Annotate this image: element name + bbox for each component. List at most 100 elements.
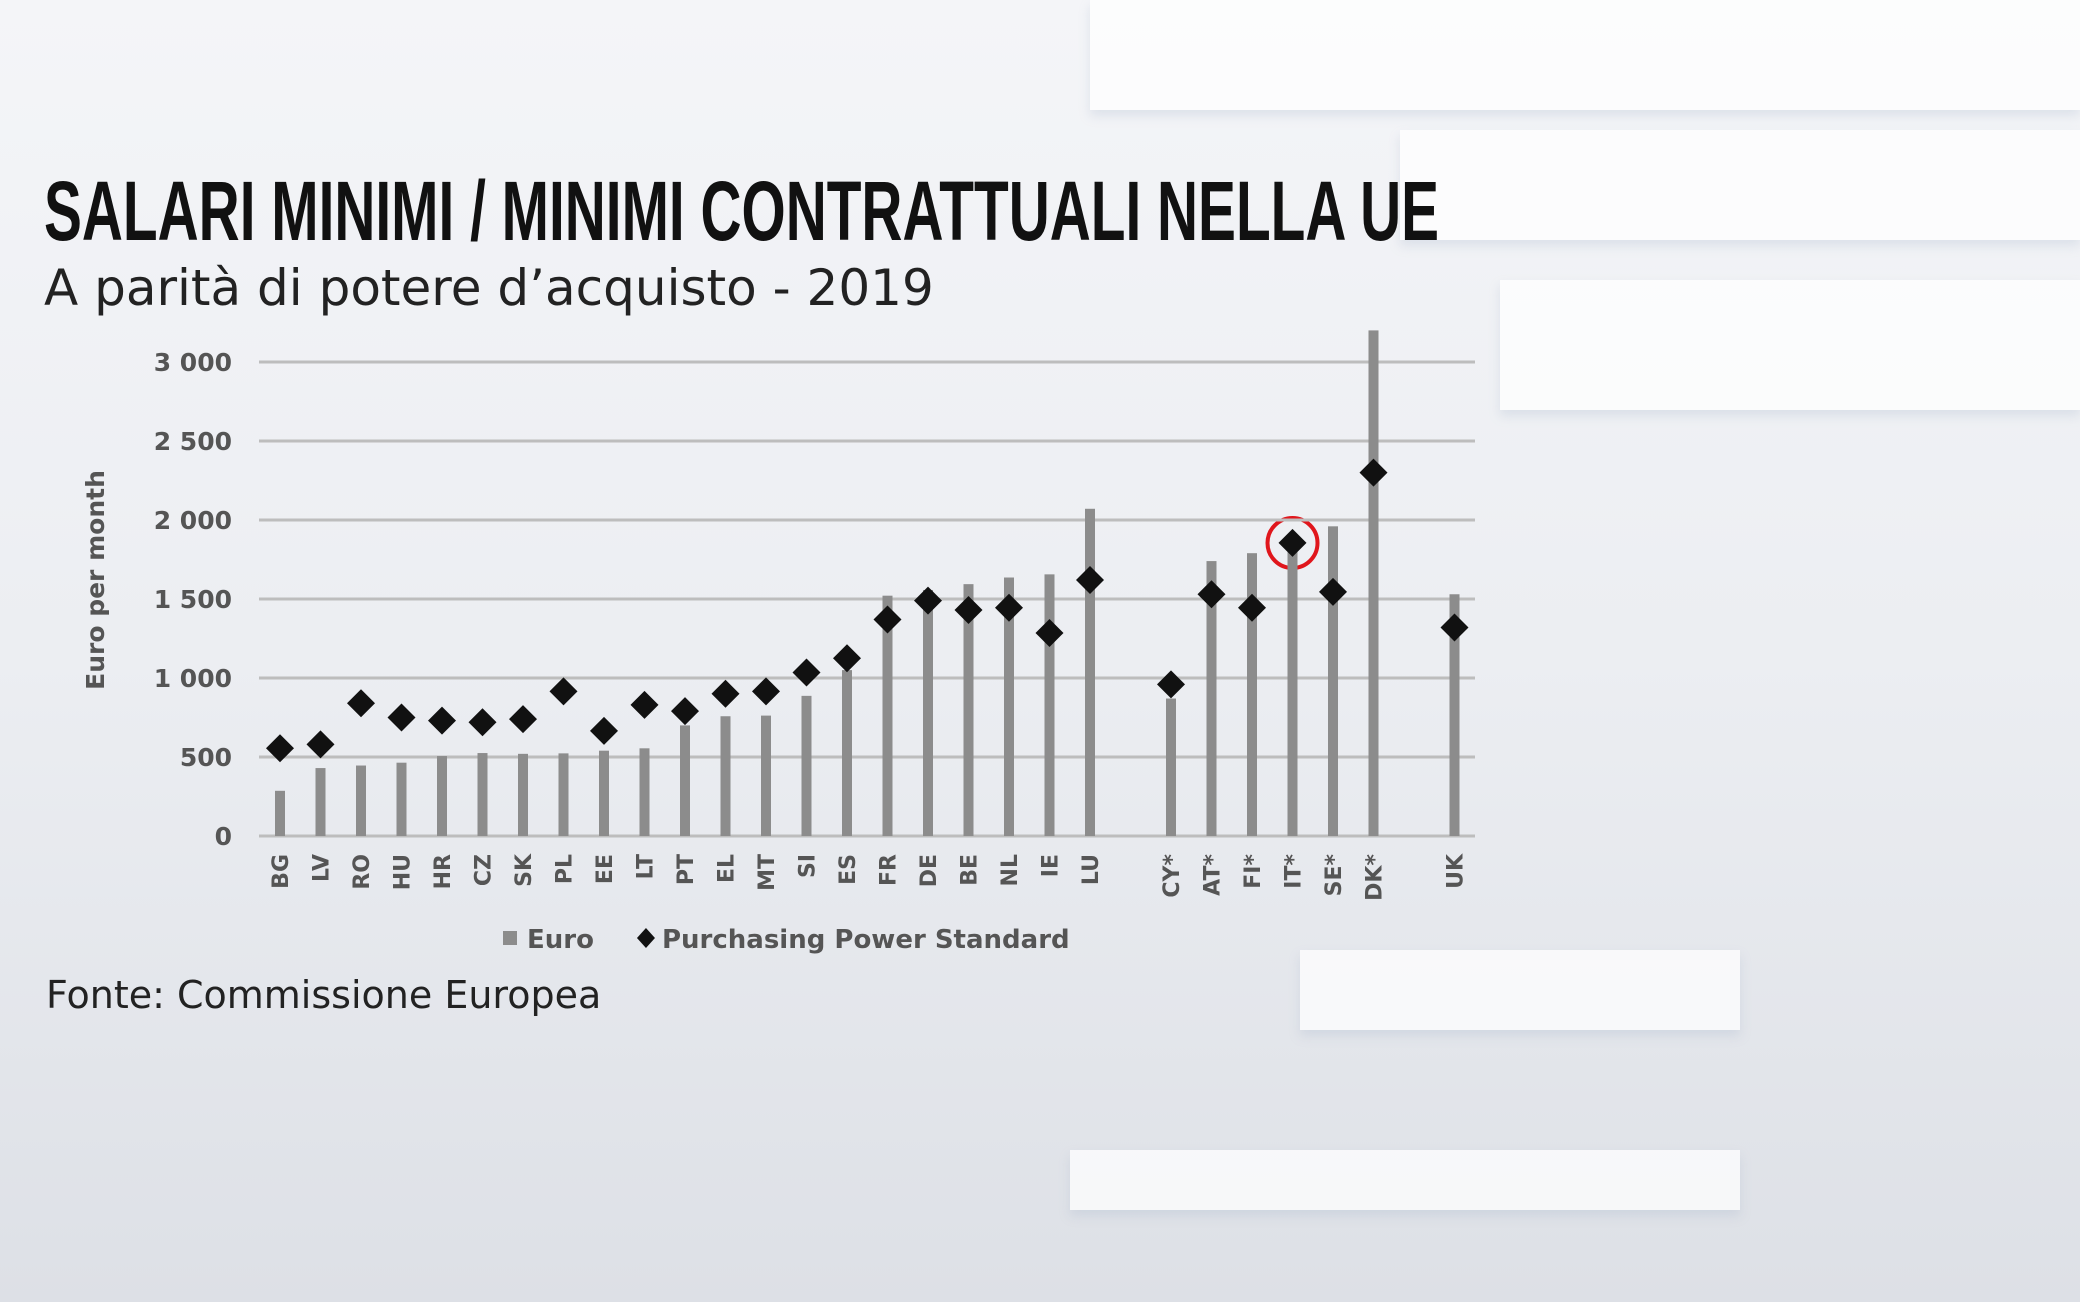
- y-tick-label: 2 000: [154, 506, 232, 535]
- diamond-marker: [590, 716, 618, 745]
- y-tick-label: 1 500: [154, 585, 232, 614]
- bar: [1368, 330, 1379, 836]
- bar: [1044, 574, 1055, 836]
- bar: [1166, 698, 1176, 836]
- x-tick-label: SK: [512, 853, 537, 887]
- x-tick-label: FI*: [1241, 854, 1266, 889]
- diamond-marker: [1076, 566, 1104, 595]
- x-tick-label: HU: [391, 854, 416, 890]
- bg-stripe: [1090, 0, 2080, 110]
- bar: [437, 756, 447, 836]
- bar: [599, 750, 609, 836]
- y-tick-label: 2 500: [154, 427, 232, 456]
- bar: [801, 695, 812, 836]
- bar: [1328, 526, 1338, 836]
- legend-label: Purchasing Power Standard: [662, 925, 1070, 955]
- x-tick-label: LV: [310, 854, 335, 882]
- bar: [477, 753, 488, 836]
- x-tick-label: EL: [715, 854, 740, 883]
- diamond-marker: [549, 677, 578, 706]
- bar: [356, 765, 366, 836]
- legend-swatch: [636, 928, 655, 948]
- diamond-marker: [1238, 593, 1266, 622]
- x-tick-label: RO: [350, 854, 375, 890]
- x-tick-label: BG: [269, 854, 294, 889]
- bar: [396, 762, 407, 836]
- x-tick-label: BE: [958, 854, 983, 886]
- diamond-marker: [306, 730, 335, 759]
- diamond-marker: [1157, 670, 1185, 699]
- diamond-marker: [630, 690, 659, 719]
- x-tick-label: IE: [1039, 854, 1064, 877]
- diamond-marker: [1319, 577, 1347, 606]
- diamond-marker: [1359, 458, 1388, 487]
- diamond-marker: [873, 605, 902, 634]
- bar: [761, 715, 771, 836]
- bar: [680, 725, 690, 836]
- bar: [315, 768, 326, 836]
- title: SALARI MINIMI / MINIMI CONTRATTUALI NELL…: [44, 164, 1439, 258]
- x-tick-label: PL: [553, 854, 578, 884]
- bar: [518, 753, 528, 836]
- bar: [720, 716, 731, 836]
- y-tick-label: 1 000: [154, 664, 232, 693]
- diamond-marker: [833, 644, 861, 673]
- bar: [1206, 561, 1217, 836]
- x-tick-label: EE: [593, 854, 618, 884]
- bar: [842, 670, 852, 836]
- diamond-marker: [1197, 580, 1226, 609]
- x-tick-label: SE*: [1322, 854, 1347, 897]
- bar: [558, 753, 569, 836]
- bar: [1449, 594, 1460, 836]
- x-tick-label: NL: [998, 854, 1023, 886]
- diamond-marker: [428, 706, 456, 735]
- legend-label: Euro: [527, 925, 594, 955]
- x-tick-label: CZ: [472, 854, 497, 886]
- bar: [1004, 577, 1014, 836]
- bg-stripe: [1070, 1150, 1740, 1210]
- x-tick-label: MT: [755, 854, 780, 891]
- bar: [963, 584, 974, 836]
- bar: [275, 790, 285, 836]
- x-tick-label: IT*: [1282, 854, 1307, 889]
- subtitle: A parità di potere d’acquisto - 2019: [44, 259, 934, 317]
- x-tick-label: DE: [917, 854, 942, 887]
- diamond-marker: [266, 734, 294, 763]
- bg-stripe: [1500, 280, 2080, 410]
- x-tick-label: ES: [836, 854, 861, 885]
- x-tick-label: CY*: [1160, 854, 1185, 898]
- bar: [882, 595, 893, 836]
- bar: [923, 589, 933, 836]
- x-tick-label: UK: [1444, 853, 1469, 889]
- diamond-marker: [792, 658, 821, 687]
- x-tick-label: SI: [796, 854, 821, 878]
- diamond-marker: [954, 596, 983, 625]
- diamond-marker: [347, 689, 375, 718]
- diamond-marker: [914, 586, 942, 615]
- x-tick-label: AT*: [1201, 854, 1226, 896]
- diamond-marker: [1035, 618, 1064, 647]
- bg-stripe: [1400, 130, 2080, 240]
- diamond-marker: [509, 705, 537, 734]
- x-tick-label: LT: [634, 854, 659, 879]
- bar: [639, 748, 650, 836]
- x-tick-label: FR: [877, 854, 902, 886]
- legend-swatch: [503, 931, 517, 945]
- bar: [1287, 551, 1298, 836]
- y-tick-label: 3 000: [154, 348, 232, 377]
- diamond-marker: [1440, 613, 1469, 642]
- diamond-marker: [468, 708, 497, 737]
- y-axis-title: Euro per month: [81, 470, 110, 690]
- bar: [1085, 508, 1095, 836]
- y-tick-label: 500: [180, 743, 232, 772]
- diamond-marker: [671, 697, 699, 726]
- diamond-marker: [387, 703, 416, 732]
- x-tick-label: LU: [1079, 854, 1104, 885]
- x-tick-label: HR: [431, 854, 456, 889]
- bg-stripe: [1300, 950, 1740, 1030]
- y-tick-label: 0: [215, 822, 232, 851]
- diamond-marker: [752, 677, 780, 706]
- diamond-marker: [995, 593, 1023, 622]
